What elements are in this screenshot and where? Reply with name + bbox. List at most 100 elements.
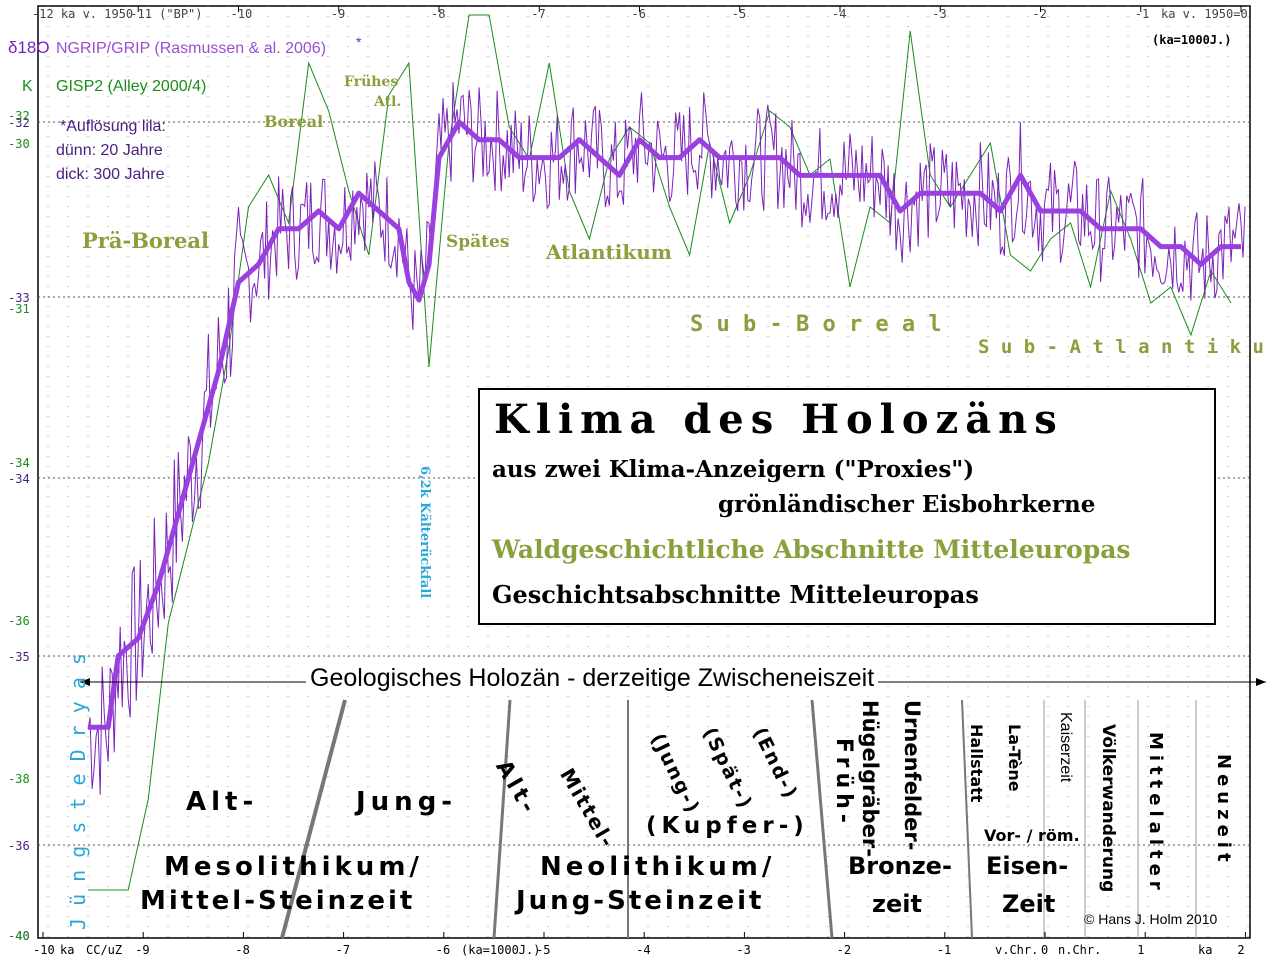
bottom-ka: ka [1198,943,1212,957]
veg-boreal: Boreal [264,112,324,131]
veg-praeboreal: Prä-Boreal [82,228,209,253]
y-d18o-label: -35 [8,650,30,664]
title-line-4: Waldgeschichtliche Abschnitte Mitteleuro… [492,535,1131,564]
hist-alt: Alt- [186,787,259,817]
period-separator [961,699,973,939]
bottom-tick-label: 2 [1237,943,1244,957]
holozaen-label: Geologisches Holozän - derzeitige Zwisch… [306,664,879,693]
hist-vor-roem: Vor- / röm. [984,826,1080,845]
chart-title: Klima des Holozäns [494,396,1064,443]
title-line-5: Geschichtsabschnitte Mitteleuropas [492,580,979,609]
top-tick-label: -1 [1135,7,1149,21]
bottom-cc-label: CC/uZ [86,943,122,957]
k-label: K [22,78,33,95]
ka-note: (ka=1000J.) [1152,33,1232,47]
hist-hallstatt: Hallstatt [967,724,986,803]
bottom-tick-label: -3 [736,943,750,957]
hist-kupfer: (Kupfer-) [646,813,809,839]
top-tick-label-bp: -11 ("BP") [130,7,202,21]
hist-latene: La-Tène [1005,724,1024,792]
top-tick-label: -8 [431,7,445,21]
top-tick-label: -2 [1033,7,1047,21]
kaelterueckfall-label: 6,2k Kälterückfall [417,466,432,599]
bottom-vchr: v.Chr. [995,943,1038,957]
y-gisp2-label: -31 [8,302,30,316]
top-tick-label-right: ka v. 1950=0 [1161,7,1248,21]
period-separator [810,699,834,939]
holozaen-arrow-left-head [80,678,90,686]
y-gisp2-label: -30 [8,137,30,151]
bottom-tick-label: -7 [336,943,350,957]
top-tick-label: -4 [832,7,846,21]
top-tick-label: -9 [331,7,345,21]
bottom-tick-label: -6 [436,943,450,957]
veg-juengste-dryas: J ü n g s t e D r y a s [66,653,90,930]
resolution-note-2: dünn: 20 Jahre [56,142,163,159]
bottom-tick-label: 1 [1137,943,1144,957]
hist-huegel: Hügelgräber- [858,700,882,857]
hist-kaiserzeit: Kaiserzeit [1057,712,1074,783]
bottom-tick-label: 0 [1041,943,1048,957]
top-tick-label: -7 [531,7,545,21]
hist-neuzeit: Neuzeit [1213,754,1234,867]
resolution-note-1: *Auflösung lila: [60,118,166,135]
top-tick-label: -5 [732,7,746,21]
ngrip-legend: NGRIP/GRIP (Rasmussen & al. 2006) [56,40,327,57]
hist-eisen-2: Zeit [1002,890,1056,918]
ngrip-thick-line [88,119,1241,730]
veg-fruehes-2: Atl. [374,94,402,110]
hist-neo: Neolithikum/ [540,852,776,882]
veg-subatlantikum: S u b - A t l a n t i k u m [978,336,1272,358]
top-tick-label: -6 [632,7,646,21]
ngrip-star: * [356,34,362,50]
hist-voelker: Völkerwanderung [1098,724,1118,893]
hist-jung: Jung- [356,787,458,817]
hist-mittel-stein: Mittel-Steinzeit [140,886,416,916]
bottom-tick-label: -8 [235,943,249,957]
period-separator [492,699,512,939]
bottom-tick-label: -5 [536,943,550,957]
title-box: Klima des Holozäns aus zwei Klima-Anzeig… [478,388,1216,625]
bottom-tick-label: -1 [937,943,951,957]
top-tick-label: -10 [231,7,253,21]
d18o-label: δ18O [8,38,50,57]
holozaen-arrow-right-head [1256,678,1266,686]
hist-bronze-1: Bronze- [848,852,952,880]
bottom-nchr: n.Chr. [1058,943,1101,957]
bottom-tick-label: -10 [33,943,55,957]
hist-meso: Mesolithikum/ [164,852,423,882]
hist-bronze-2: zeit [872,890,922,918]
bottom-tick-label: -4 [636,943,650,957]
veg-spaetes: Spätes [446,232,510,252]
veg-atlantikum: Atlantikum [546,240,672,264]
hist-urnen: Urnenfelder- [900,700,924,851]
veg-subboreal: S u b - B o r e a l [690,312,942,337]
y-d18o-label: -36 [8,839,30,853]
title-line-2: aus zwei Klima-Anzeigern ("Proxies") [492,456,975,483]
y-gisp2-label: -38 [8,772,30,786]
hist-eisen-1: Eisen- [986,852,1069,880]
y-d18o-label: -33 [8,291,30,305]
bottom-tick-label: -9 [135,943,149,957]
gisp2-legend: GISP2 (Alley 2000/4) [56,78,207,95]
y-d18o-label: -34 [8,472,30,486]
hist-frueh: Früh- [831,738,856,828]
period-separator [280,699,347,939]
y-d18o-label-bottom: -40 [8,929,30,943]
y-d18o-label: -32 [8,116,30,130]
hist-mittelalter: Mittelalter [1145,732,1166,895]
bottom-unit-ka: ka [60,943,74,957]
title-line-3: grönländischer Eisbohrkerne [718,491,1096,518]
y-gisp2-label: -36 [8,614,30,628]
hist-jung-stein: Jung-Steinzeit [516,886,765,916]
y-gisp2-label-bottom: -40 [8,929,30,943]
bottom-tick-label: -2 [837,943,851,957]
top-tick-label: -3 [932,7,946,21]
copyright: © Hans J. Holm 2010 [1084,911,1218,927]
y-gisp2-label: -34 [8,456,30,470]
top-tick-label-left: -12 ka v. 1950 [32,7,133,21]
veg-fruehes-1: Frühes [344,74,399,90]
bottom-mid-unit: (ka=1000J.) [461,943,540,957]
y-gisp2-label: -32 [8,109,30,123]
